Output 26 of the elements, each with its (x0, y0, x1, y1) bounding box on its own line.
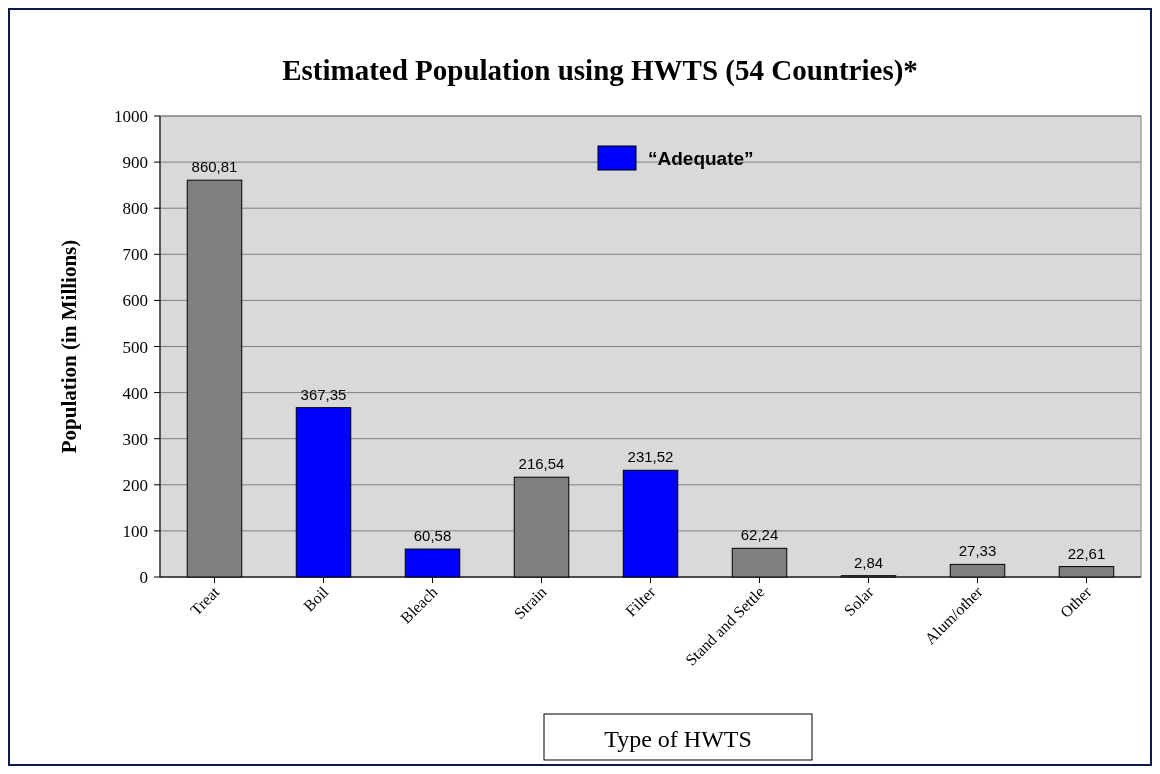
data-label: 216,54 (518, 455, 565, 473)
x-axis-title: Type of HWTS (604, 726, 752, 752)
data-label: 27,33 (958, 542, 997, 560)
y-tick-label: 1000 (114, 107, 148, 126)
y-tick-label: 500 (122, 337, 148, 357)
y-tick-label: 300 (122, 429, 148, 449)
data-label: 62,24 (740, 526, 779, 544)
y-tick-label: 800 (122, 199, 148, 219)
data-label: 860,81 (191, 158, 238, 176)
chart-title: Estimated Population using HWTS (54 Countries)* (282, 54, 918, 87)
x-tick-label: Treat (187, 582, 224, 619)
y-tick-label: 600 (122, 291, 148, 311)
y-tick-label: 900 (122, 153, 148, 173)
y-tick-label: 100 (122, 521, 148, 541)
data-label: 2,84 (853, 553, 884, 571)
data-label: 22,61 (1067, 544, 1106, 562)
legend-label: “Adequate” (648, 148, 754, 169)
data-label: 367,35 (300, 385, 347, 403)
y-tick-label: 400 (122, 383, 148, 403)
data-label: 231,52 (627, 448, 674, 466)
y-axis-title: Population (in Millions) (57, 239, 81, 454)
y-tick-label: 0 (139, 568, 148, 587)
data-label: 60,58 (413, 527, 452, 545)
x-tick-label: Boil (300, 582, 333, 615)
y-tick-label: 700 (122, 245, 148, 265)
y-tick-label: 200 (122, 475, 148, 495)
